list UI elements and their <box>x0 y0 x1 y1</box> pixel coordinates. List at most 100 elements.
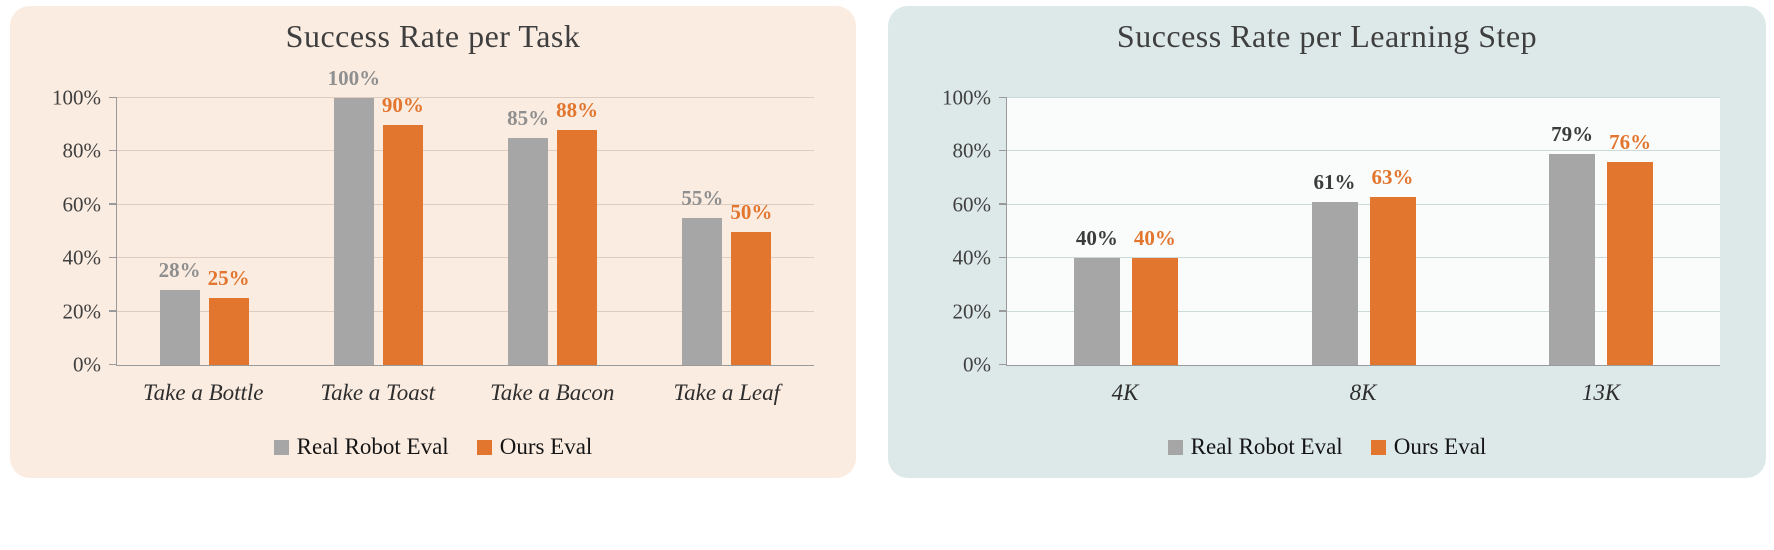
bar-value-label: 63% <box>1371 164 1414 189</box>
gridline <box>117 150 814 152</box>
chart-panel-success-rate-per-task: Success Rate per Task 0% 20% 40% 60% 80% 100%… <box>10 6 856 478</box>
bar-ours-eval: 90% <box>382 93 424 365</box>
y-axis-tick-label: 60% <box>952 192 992 217</box>
y-axis-tick <box>109 256 117 259</box>
y-axis-tick <box>109 203 117 205</box>
y-axis-tick <box>109 149 117 152</box>
bar-value-label: 100% <box>327 66 381 90</box>
legend-swatch <box>273 439 289 455</box>
bar-value-label: 76% <box>1609 130 1652 155</box>
x-axis-category-label: Take a Bottle <box>142 380 264 405</box>
y-axis-tick <box>999 310 1007 312</box>
bar-ours-eval: 63% <box>1369 165 1416 365</box>
bar-value-label: 40% <box>1075 226 1118 251</box>
chart-title: Success Rate per Learning Step <box>1116 18 1538 54</box>
bar-group-take-a-bacon: 85% 88% <box>466 98 640 365</box>
y-axis-tick-label: 100% <box>52 85 101 110</box>
bar-ours-eval: 25% <box>208 266 250 365</box>
bar-value-label: 50% <box>730 199 773 224</box>
bar-real-robot-eval: 79% <box>1549 122 1596 365</box>
y-axis-tick-label: 40% <box>62 245 102 270</box>
bar-real-robot-eval: 55% <box>681 186 723 365</box>
bar-value-label: 85% <box>507 106 550 131</box>
bar-value-label: 61% <box>1313 170 1356 195</box>
chart-title: Success Rate per Task <box>285 18 581 54</box>
bar-group-take-a-toast: 100% 90% <box>291 66 465 365</box>
y-axis-tick-label: 20% <box>62 299 102 324</box>
bar-group-take-a-leaf: 55% 50% <box>640 98 814 365</box>
bar-ours-eval: 50% <box>730 200 772 365</box>
legend: Real Robot Eval Ours Eval <box>888 434 1766 460</box>
bar-real-robot-eval: 28% <box>159 258 201 365</box>
bar-value-label: 88% <box>556 98 599 123</box>
legend-label: Ours Eval <box>1393 434 1487 459</box>
y-axis-tick-label: 80% <box>62 138 102 163</box>
x-axis-category-label: Take a Leaf <box>673 380 781 405</box>
y-axis-tick <box>999 256 1007 259</box>
gridline <box>117 310 814 312</box>
bar-value-label: 25% <box>207 266 250 291</box>
gridline <box>117 97 814 98</box>
bar-value-label: 28% <box>158 258 201 283</box>
plot-area: 0% 20% 40% 60% 80% 100% 40% 40% 61% 63% 79% 76% <box>942 86 1720 377</box>
x-axis-labels: Take a Bottle Take a Toast Take a Bacon Tak… <box>116 380 814 406</box>
plot-area: 0% 20% 40% 60% 80% 100% 28% 25% 100% 90% 85% 88% 55%… <box>52 66 814 377</box>
y-axis-tick-label: 100% <box>942 85 991 110</box>
bar-groups: 40% 40% 61% 63% 79% 76% <box>1007 98 1720 365</box>
legend-item-ours-eval: Ours Eval <box>476 434 593 460</box>
gridline <box>117 203 814 205</box>
bar-group-8k: 61% 63% <box>1245 98 1483 365</box>
x-axis-category-label: 8K <box>1349 380 1377 405</box>
gridline <box>1007 310 1720 312</box>
y-axis-tick-label: 0% <box>963 352 991 377</box>
bar-real-robot-eval: 100% <box>328 66 380 365</box>
y-axis-tick <box>109 310 117 312</box>
y-axis-tick <box>109 96 117 98</box>
legend-item-ours-eval: Ours Eval <box>1370 434 1487 460</box>
bar-group-4k: 40% 40% <box>1007 98 1245 365</box>
x-axis-labels: 4K 8K 13K <box>1006 380 1720 406</box>
bar-group-take-a-bottle: 28% 25% <box>117 98 291 365</box>
y-axis-tick <box>999 96 1007 98</box>
bar-value-label: 55% <box>681 186 724 211</box>
y-axis-tick-label: 60% <box>62 192 102 217</box>
gridline <box>1007 203 1720 205</box>
bar-real-robot-eval: 85% <box>507 106 549 365</box>
gridline <box>117 257 814 259</box>
y-axis-tick <box>999 149 1007 152</box>
legend-label: Real Robot Eval <box>1190 434 1343 459</box>
gridline <box>1007 257 1720 259</box>
legend-item-real-robot-eval: Real Robot Eval <box>1167 434 1343 460</box>
gridline <box>1007 97 1720 98</box>
bar-ours-eval: 40% <box>1131 226 1178 365</box>
bar-value-label: 40% <box>1133 226 1176 251</box>
legend-swatch <box>1167 439 1183 455</box>
x-axis-category-label: Take a Bacon <box>490 380 615 405</box>
bar-group-13k: 79% 76% <box>1482 98 1720 365</box>
x-axis-category-label: 13K <box>1581 380 1621 405</box>
y-axis-tick-label: 0% <box>73 352 101 377</box>
bar-ours-eval: 88% <box>556 98 598 365</box>
y-axis-tick-label: 20% <box>952 299 992 324</box>
bar-real-robot-eval: 61% <box>1311 170 1358 365</box>
legend-swatch <box>476 439 492 455</box>
legend-item-real-robot-eval: Real Robot Eval <box>273 434 449 460</box>
x-axis-category-label: Take a Toast <box>320 380 436 405</box>
legend-swatch <box>1370 439 1386 455</box>
y-axis-tick <box>999 203 1007 205</box>
bar-real-robot-eval: 40% <box>1073 226 1120 365</box>
legend: Real Robot Eval Ours Eval <box>10 434 856 460</box>
gridline <box>1007 150 1720 152</box>
x-axis-category-label: 4K <box>1111 380 1139 405</box>
y-axis-tick-label: 40% <box>952 245 992 270</box>
bar-groups: 28% 25% 100% 90% 85% 88% 55% 50% <box>117 66 814 365</box>
y-axis-tick <box>999 363 1007 365</box>
bar-value-label: 90% <box>381 92 424 117</box>
legend-label: Real Robot Eval <box>296 434 449 459</box>
bar-value-label: 79% <box>1551 122 1594 147</box>
chart-panel-success-rate-per-learning-step: Success Rate per Learning Step 0% 20% 40% 6… <box>888 6 1766 478</box>
y-axis-tick <box>109 363 117 365</box>
bar-ours-eval: 76% <box>1607 130 1654 365</box>
legend-label: Ours Eval <box>499 434 593 459</box>
